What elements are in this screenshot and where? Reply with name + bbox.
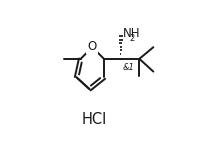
Text: O: O (88, 40, 97, 53)
Text: 2: 2 (130, 34, 135, 43)
Bar (89, 44, 96, 50)
Text: HCl: HCl (81, 112, 107, 127)
Text: &1: &1 (122, 63, 134, 72)
Text: NH: NH (123, 27, 141, 40)
